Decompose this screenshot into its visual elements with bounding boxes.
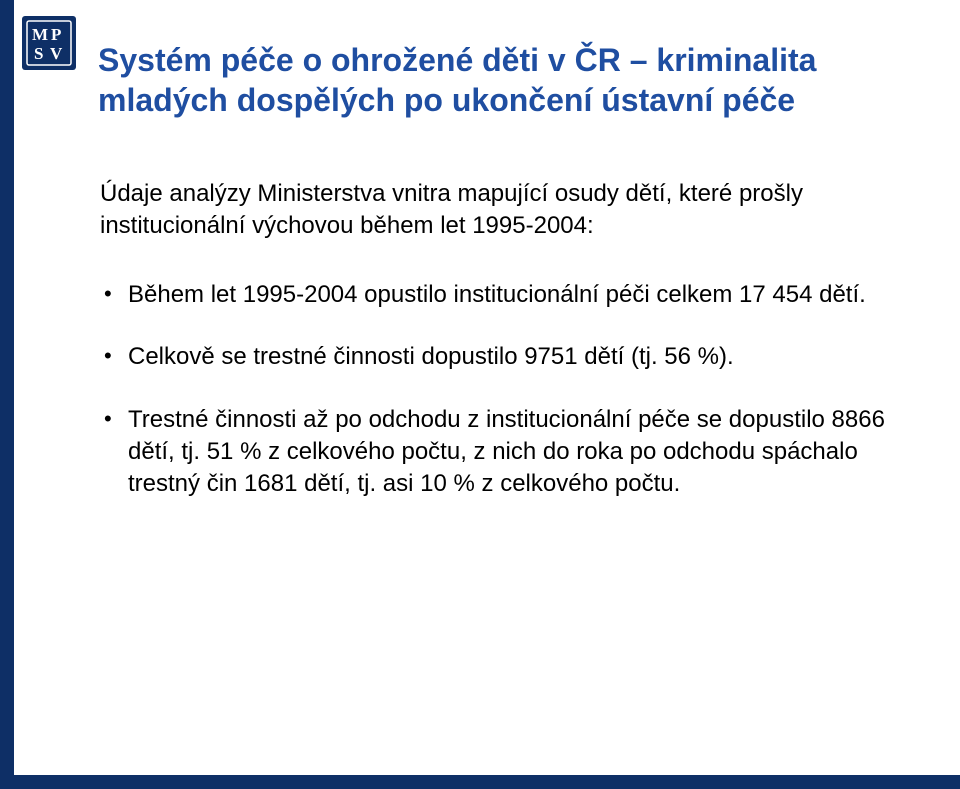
subtitle-line-1: Údaje analýzy Ministerstva vnitra mapují… bbox=[100, 180, 803, 207]
page-title: Systém péče o ohrožené děti v ČR – krimi… bbox=[98, 40, 900, 120]
list-item: Během let 1995-2004 opustilo institucion… bbox=[100, 279, 900, 311]
content-area: Systém péče o ohrožené děti v ČR – krimi… bbox=[98, 40, 900, 531]
bullet-text: Celkově se trestné činnosti dopustilo 97… bbox=[128, 343, 734, 370]
bullet-text: Trestné činnosti až po odchodu z institu… bbox=[128, 406, 885, 498]
svg-text:S: S bbox=[34, 44, 43, 63]
title-line-1: Systém péče o ohrožené děti v ČR – krimi… bbox=[98, 42, 816, 78]
svg-text:V: V bbox=[50, 44, 63, 63]
svg-text:P: P bbox=[51, 25, 61, 44]
title-line-2: mladých dospělých po ukončení ústavní pé… bbox=[98, 82, 795, 118]
list-item: Trestné činnosti až po odchodu z institu… bbox=[100, 404, 900, 501]
subtitle-line-2: institucionální výchovou během let 1995-… bbox=[100, 212, 594, 239]
subtitle: Údaje analýzy Ministerstva vnitra mapují… bbox=[100, 178, 900, 243]
list-item: Celkově se trestné činnosti dopustilo 97… bbox=[100, 341, 900, 373]
slide-page: M P S V Systém péče o ohrožené děti v ČR… bbox=[0, 0, 960, 789]
svg-text:M: M bbox=[32, 25, 48, 44]
bottom-border bbox=[0, 775, 960, 789]
left-border bbox=[0, 0, 14, 789]
mpsv-logo-svg: M P S V bbox=[26, 20, 72, 66]
bullet-list: Během let 1995-2004 opustilo institucion… bbox=[100, 279, 900, 501]
bullet-text: Během let 1995-2004 opustilo institucion… bbox=[128, 281, 866, 308]
mpsv-logo: M P S V bbox=[22, 16, 76, 70]
